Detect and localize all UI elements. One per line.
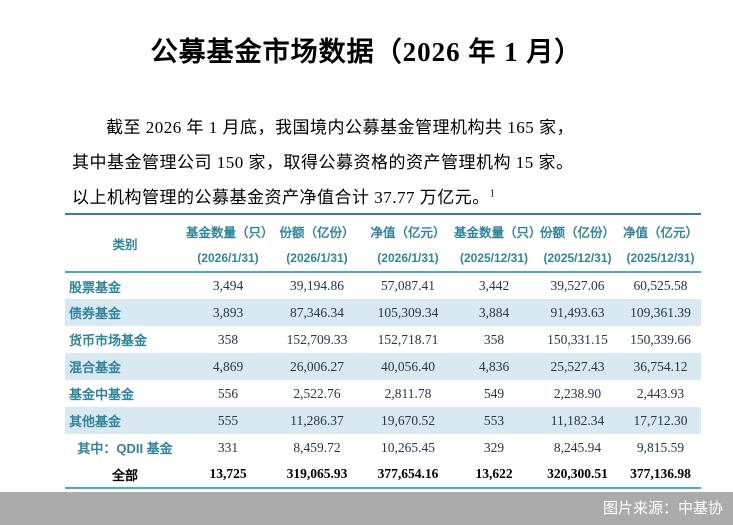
value-cell: 11,182.34 [550,412,605,428]
column-header-label: 净值（亿元） [370,225,446,240]
value-cell: 8,245.94 [553,439,602,455]
column-header-label: 份额（亿份） [539,225,615,240]
value-cell: 152,718.71 [377,331,439,347]
category-cell: 货币市场基金 [69,333,148,348]
category-cell: 债券基金 [69,306,122,321]
value-cell: 87,346.34 [290,304,344,320]
column-header-category: 类别 [112,237,138,252]
value-cell: 91,493.63 [550,304,605,320]
table-header-row: 类别 基金数量（只） (2026/1/31) 份额（亿份） (2026/1/31… [65,214,701,272]
value-cell: 39,194.86 [290,278,344,293]
value-cell: 25,527.43 [550,358,605,374]
value-cell: 377,136.98 [620,461,701,489]
value-cell: 19,670.52 [381,412,435,428]
column-header-date: (2026/1/31) [286,250,348,265]
value-cell: 2,443.93 [636,385,685,401]
table-row: 股票基金 3,494 39,194.86 57,087.41 3,442 39,527.0… [65,272,701,299]
table-row: 债券基金 3,893 87,346.34 105,309.34 3,884 91,493.… [65,299,701,326]
table-row: 其他基金 555 11,286.37 19,670.52 553 11,182.34 17,… [65,407,701,434]
value-cell: 331 [217,439,239,455]
table-row: 全部 13,725 319,065.93 377,654.16 13,622 320,30… [65,461,701,489]
value-cell: 2,522.76 [293,385,341,401]
source-bar: 图片来源：中基协 [0,492,733,525]
paragraph-line: 截至 2026 年 1 月底，我国境内公募基金管理机构共 165 家， [106,118,574,137]
paragraph-line: 以上机构管理的公募基金资产净值合计 37.77 万亿元。1 [72,180,668,215]
value-cell: 3,893 [212,304,244,320]
value-cell: 10,265.45 [381,439,435,455]
value-cell: 13,622 [453,461,535,489]
category-cell: 混合基金 [69,360,122,375]
column-header-label: 份额（亿份） [279,225,355,240]
category-cell: 基金中基金 [69,387,135,402]
category-cell: 其中：QDII 基金 [77,441,173,456]
footnote-marker: 1 [489,188,496,200]
value-cell: 553 [483,412,505,428]
value-cell: 150,331.15 [547,331,608,347]
page-title: 公募基金市场数据（2026 年 1 月） [150,37,583,67]
value-cell: 320,300.51 [535,461,620,489]
value-cell: 3,494 [212,278,244,293]
value-cell: 11,286.37 [290,412,344,428]
table-row: 混合基金 4,869 26,006.27 40,056.40 4,836 25,527.4… [65,353,701,380]
value-cell: 358 [217,331,239,347]
column-header-date: (2025/12/31) [626,250,695,265]
value-cell: 36,754.12 [633,358,688,374]
value-cell: 319,065.93 [271,461,363,489]
column-header-label: 净值（亿元） [622,225,698,240]
table-row: 货币市场基金 358 152,709.33 152,718.71 358 150,331.… [65,326,701,353]
column-header-date: (2026/1/31) [377,250,439,265]
column-header: 份额（亿份） (2025/12/31) [535,214,620,272]
column-header-date: (2025/12/31) [459,250,529,265]
value-cell: 150,339.66 [630,331,691,347]
value-cell: 358 [483,331,505,347]
column-header-label: 基金数量（只） [186,225,274,240]
value-cell: 109,361.39 [630,304,691,320]
value-cell: 549 [483,385,505,401]
value-cell: 2,811.78 [384,385,432,401]
paragraph-line: 其中基金管理公司 150 家，取得公募资格的资产管理机构 15 家。 [72,153,574,172]
value-cell: 105,309.34 [377,304,439,320]
value-cell: 40,056.40 [381,358,435,374]
category-cell: 全部 [65,461,185,489]
paragraph-line-text: 以上机构管理的公募基金资产净值合计 37.77 万亿元。 [72,188,490,207]
value-cell: 3,442 [478,278,510,293]
category-cell: 股票基金 [69,279,122,295]
column-header-date: (2026/1/31) [197,250,259,265]
value-cell: 60,525.58 [633,278,688,293]
intro-paragraph: 截至 2026 年 1 月底，我国境内公募基金管理机构共 165 家， 其中基金… [72,110,668,215]
category-cell: 其他基金 [69,414,122,429]
value-cell: 4,869 [212,358,244,374]
value-cell: 17,712.30 [633,412,688,428]
table-row: 其中：QDII 基金 331 8,459.72 10,265.45 329 8,245.9… [65,434,701,461]
value-cell: 2,238.90 [553,385,602,401]
value-cell: 9,815.59 [636,439,685,455]
value-cell: 152,709.33 [286,331,348,347]
column-header-date: (2025/12/31) [543,250,612,265]
value-cell: 377,654.16 [363,461,453,489]
column-header-label: 基金数量（只） [454,225,542,240]
value-cell: 555 [217,412,239,428]
table-row: 基金中基金 556 2,522.76 2,811.78 549 2,238.90 2,443… [65,380,701,407]
column-header: 基金数量（只） (2026/1/31) [185,214,274,272]
value-cell: 57,087.41 [381,278,435,293]
column-header: 净值（亿元） (2025/12/31) [620,214,701,272]
value-cell: 556 [217,385,239,401]
fund-data-table: 类别 基金数量（只） (2026/1/31) 份额（亿份） (2026/1/31… [65,213,701,489]
value-cell: 8,459.72 [293,439,341,455]
column-header: 净值（亿元） (2026/1/31) [363,214,453,272]
column-header: 基金数量（只） (2025/12/31) [453,214,542,272]
value-cell: 26,006.27 [290,358,344,374]
value-cell: 39,527.06 [550,278,605,293]
column-header: 份额（亿份） (2026/1/31) [271,214,363,272]
value-cell: 13,725 [185,461,271,489]
value-cell: 329 [483,439,505,455]
image-source-label: 图片来源：中基协 [602,500,723,517]
value-cell: 4,836 [478,358,510,374]
value-cell: 3,884 [478,304,510,320]
